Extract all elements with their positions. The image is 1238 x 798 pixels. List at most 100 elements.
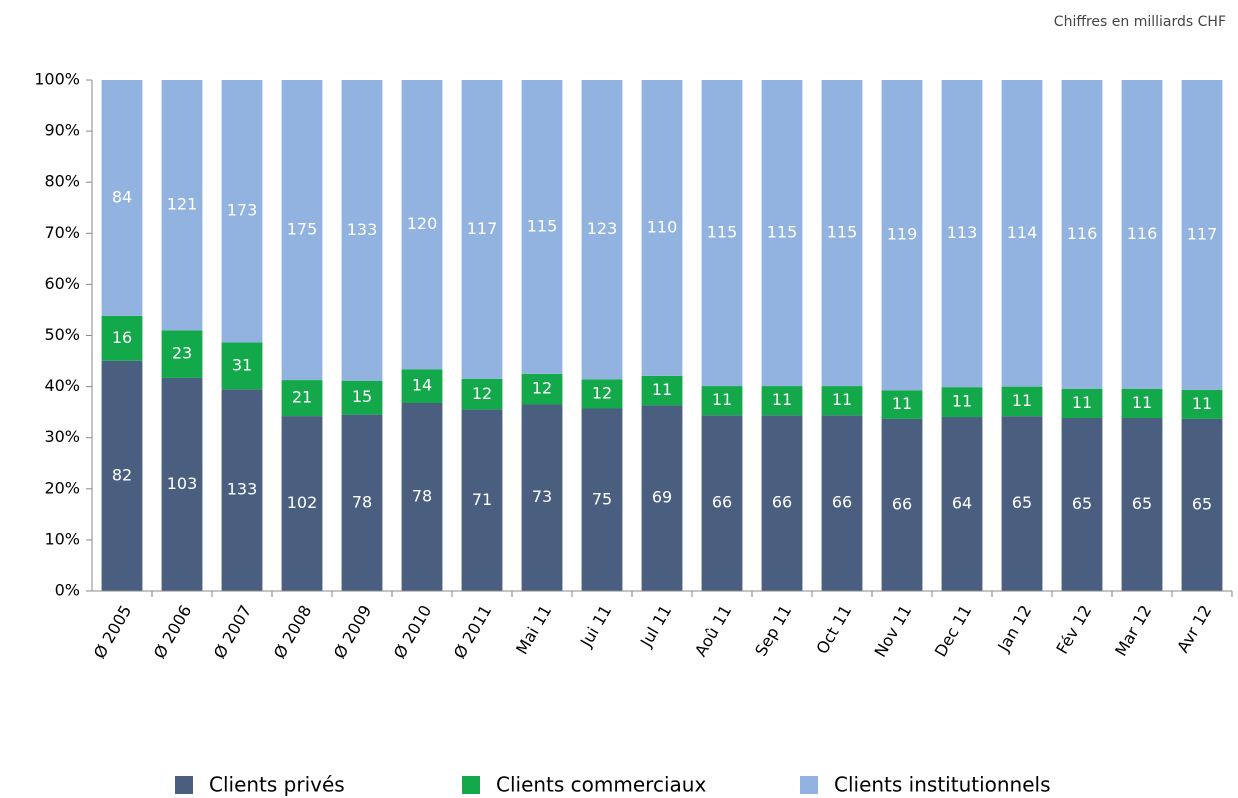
chart-note: Chiffres en milliards CHF <box>1054 14 1226 30</box>
data-label: 23 <box>172 344 192 363</box>
bar-segment <box>161 330 203 378</box>
x-tick-label: Ø 2010 <box>390 602 436 662</box>
data-label: 66 <box>712 493 732 512</box>
data-label: 102 <box>287 493 318 512</box>
bar-segment <box>461 378 503 410</box>
data-label: 75 <box>592 489 612 508</box>
data-label: 115 <box>827 223 858 242</box>
data-label: 175 <box>287 220 318 239</box>
legend-swatch <box>800 776 818 794</box>
legend-label: Clients commerciaux <box>496 773 706 797</box>
bar-segment <box>401 402 443 591</box>
bar-segment <box>701 415 743 591</box>
data-label: 103 <box>167 474 198 493</box>
bar-segment <box>881 418 923 591</box>
data-label: 117 <box>1187 224 1218 243</box>
data-label: 84 <box>112 187 132 206</box>
data-label: 110 <box>647 217 678 236</box>
data-label: 11 <box>1192 394 1212 413</box>
bar-segment <box>881 80 923 391</box>
y-tick-label: 0% <box>55 581 80 600</box>
x-tick-label: Ø 2005 <box>90 602 136 662</box>
y-tick-label: 80% <box>44 172 80 191</box>
data-label: 115 <box>707 223 738 242</box>
bar-segment <box>401 369 443 403</box>
y-tick-label: 20% <box>44 478 80 497</box>
bar-segment <box>101 360 143 591</box>
data-label: 113 <box>947 223 978 242</box>
bar-segment <box>221 389 263 591</box>
x-tick-label: Ø 2008 <box>270 602 316 662</box>
bar-segment <box>341 80 383 381</box>
bar-segment <box>461 409 503 591</box>
bar-segment <box>1181 80 1223 390</box>
bar-segment <box>821 386 863 416</box>
y-tick-label: 40% <box>44 376 80 395</box>
bar-segment <box>1001 80 1043 387</box>
data-label: 65 <box>1192 494 1212 513</box>
y-tick-label: 30% <box>44 427 80 446</box>
bar-segment <box>761 386 803 416</box>
bar-segment <box>581 80 623 380</box>
data-label: 116 <box>1127 224 1158 243</box>
y-tick-label: 50% <box>44 325 80 344</box>
bar-segment <box>1001 416 1043 591</box>
data-label: 31 <box>232 355 252 374</box>
x-tick-label: Jan 12 <box>993 602 1035 656</box>
data-label: 66 <box>892 494 912 513</box>
data-label: 11 <box>1072 393 1092 412</box>
bar-segment <box>521 80 563 374</box>
data-label: 78 <box>352 492 372 511</box>
bar-segment <box>281 416 323 591</box>
bar-segment <box>761 415 803 591</box>
bar-segment <box>281 80 323 381</box>
bar-segment <box>521 404 563 591</box>
data-label: 11 <box>712 390 732 409</box>
bar-segment <box>701 80 743 387</box>
legend-label: Clients privés <box>209 773 345 797</box>
x-tick-label: Jul 11 <box>636 602 675 651</box>
data-label: 121 <box>167 195 198 214</box>
data-label: 116 <box>1067 224 1098 243</box>
data-label: 73 <box>532 487 552 506</box>
bar-segment <box>821 80 863 387</box>
bar-segment <box>941 387 983 418</box>
bar-segment <box>341 414 383 591</box>
bar-segment <box>401 80 443 370</box>
bar-segment <box>881 390 923 419</box>
data-label: 78 <box>412 486 432 505</box>
bar-segment <box>1121 388 1163 419</box>
data-label: 11 <box>832 390 852 409</box>
data-label: 133 <box>347 220 378 239</box>
bar-segment <box>701 386 743 416</box>
data-label: 14 <box>412 376 432 395</box>
bar-segment <box>221 80 263 343</box>
bar-segment <box>581 408 623 591</box>
x-tick-label: Ø 2007 <box>210 602 256 662</box>
data-label: 11 <box>952 392 972 411</box>
data-label: 11 <box>892 394 912 413</box>
y-tick-label: 100% <box>34 70 80 89</box>
x-tick-label: Mai 11 <box>512 602 555 658</box>
x-tick-label: Ø 2006 <box>150 602 196 662</box>
data-label: 64 <box>952 494 972 513</box>
data-label: 12 <box>532 379 552 398</box>
data-label: 115 <box>527 216 558 235</box>
x-tick-label: Oct 11 <box>812 602 855 657</box>
data-label: 12 <box>472 384 492 403</box>
bar-segment <box>461 80 503 379</box>
x-tick-label: Jui 11 <box>576 602 615 651</box>
x-tick-label: Nov 11 <box>871 602 916 661</box>
bar-segment <box>101 315 143 361</box>
bar-segment <box>1121 418 1163 591</box>
data-label: 65 <box>1012 493 1032 512</box>
data-label: 114 <box>1007 223 1038 242</box>
bar-segment <box>161 377 203 591</box>
x-tick-label: Avr 12 <box>1173 602 1215 656</box>
bar-segment <box>341 380 383 415</box>
data-label: 66 <box>832 493 852 512</box>
bar-segment <box>1061 418 1103 591</box>
bar-segment <box>1001 386 1043 417</box>
data-label: 69 <box>652 488 672 507</box>
